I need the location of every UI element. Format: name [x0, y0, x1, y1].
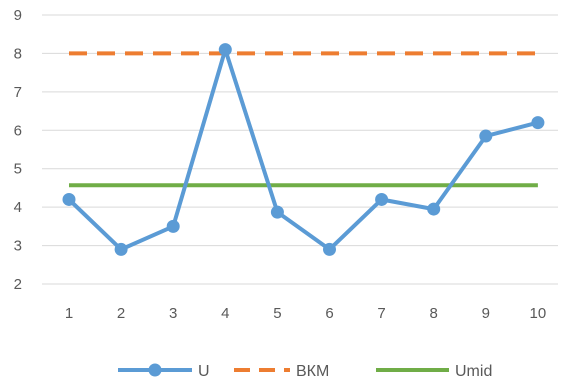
- y-tick-label: 3: [14, 238, 22, 255]
- legend-item: Umid: [376, 363, 492, 380]
- data-point: [166, 219, 180, 233]
- legend-label: U: [198, 363, 210, 380]
- data-point: [531, 116, 545, 130]
- series-u: [62, 43, 545, 256]
- x-tick-label: 6: [325, 305, 333, 322]
- x-tick-label: 4: [221, 305, 229, 322]
- x-axis-ticks: 1 2 3 4 5 6 7 8 9 10: [65, 305, 546, 322]
- y-tick-label: 2: [14, 276, 22, 293]
- x-tick-label: 1: [65, 305, 73, 322]
- x-tick-label: 2: [117, 305, 125, 322]
- legend-label: Umid: [455, 363, 492, 380]
- y-axis-ticks: 2 3 4 5 6 7 8 9: [14, 7, 22, 293]
- x-tick-label: 8: [430, 305, 438, 322]
- series-layer: [62, 43, 545, 256]
- y-tick-label: 6: [14, 122, 22, 139]
- x-tick-label: 7: [377, 305, 385, 322]
- data-point: [114, 242, 128, 256]
- data-point: [62, 192, 76, 206]
- legend-item: ВКМ: [234, 363, 329, 380]
- x-tick-label: 5: [273, 305, 281, 322]
- y-tick-label: 8: [14, 45, 22, 62]
- x-tick-label: 3: [169, 305, 177, 322]
- x-tick-label: 9: [482, 305, 490, 322]
- data-point: [270, 205, 284, 219]
- y-tick-label: 9: [14, 7, 22, 24]
- data-point: [375, 192, 389, 206]
- data-point: [218, 43, 232, 57]
- x-tick-label: 10: [530, 305, 547, 322]
- legend-label: ВКМ: [296, 363, 329, 380]
- series-line: [67, 47, 539, 252]
- y-tick-label: 5: [14, 161, 22, 178]
- y-tick-label: 4: [14, 199, 22, 216]
- legend-marker: [148, 363, 162, 377]
- data-point: [427, 202, 441, 216]
- legend-item: U: [118, 363, 210, 380]
- data-point: [323, 242, 336, 256]
- y-tick-label: 7: [14, 84, 22, 101]
- legend: U ВКМ Umid: [118, 363, 492, 380]
- data-point: [479, 129, 493, 143]
